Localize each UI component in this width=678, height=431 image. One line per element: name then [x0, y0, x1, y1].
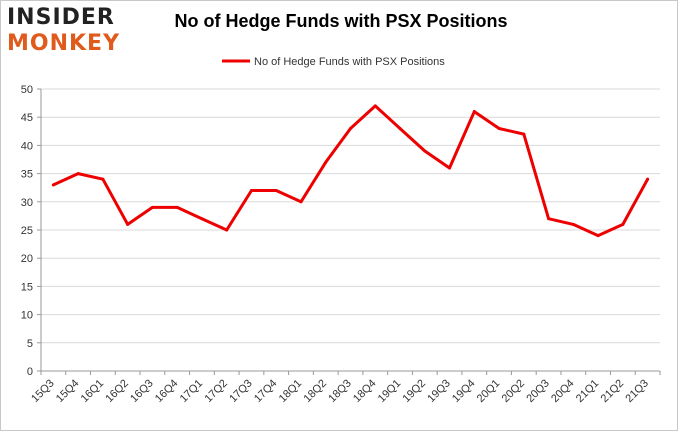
y-tick-label: 30 [21, 197, 33, 209]
x-tick-label: 20Q3 [524, 377, 552, 405]
logo-text-insider: INSIDER [7, 5, 115, 30]
data-point [76, 172, 80, 176]
data-point [571, 222, 575, 226]
x-tick-label: 16Q1 [79, 377, 107, 405]
data-point [621, 222, 625, 226]
x-tick-label: 18Q2 [302, 377, 330, 405]
x-tick-label: 17Q4 [252, 377, 280, 405]
data-point [596, 234, 600, 238]
data-point [101, 177, 105, 181]
y-tick-label: 35 [21, 169, 33, 181]
data-point [646, 177, 650, 181]
x-tick-label: 21Q2 [599, 377, 627, 405]
x-tick-label: 17Q1 [178, 377, 206, 405]
x-tick-label: 20Q2 [500, 377, 528, 405]
x-tick-label: 19Q3 [425, 377, 453, 405]
y-tick-label: 0 [27, 366, 33, 378]
x-tick-label: 17Q2 [202, 377, 230, 405]
x-tick-label: 19Q4 [450, 377, 478, 405]
x-tick-label: 17Q3 [227, 377, 255, 405]
legend-label: No of Hedge Funds with PSX Positions [254, 56, 445, 68]
x-tick-label: 16Q3 [128, 377, 156, 405]
x-tick-label: 21Q1 [574, 377, 602, 405]
x-tick-label: 15Q3 [29, 377, 57, 405]
x-tick-label: 15Q4 [54, 377, 82, 405]
x-tick-label: 16Q4 [153, 377, 181, 405]
insider-monkey-logo: INSIDER MONKEY [7, 5, 129, 56]
data-point [175, 205, 179, 209]
y-tick-label: 5 [27, 338, 33, 350]
data-point [547, 217, 551, 221]
data-point [398, 126, 402, 130]
data-point [497, 126, 501, 130]
data-point [299, 200, 303, 204]
data-point [423, 149, 427, 153]
x-tick-label: 16Q2 [103, 377, 131, 405]
series-line [51, 104, 650, 238]
y-tick-label: 40 [21, 140, 33, 152]
x-tick-label: 19Q2 [401, 377, 429, 405]
data-point [349, 126, 352, 130]
x-tick-label: 20Q1 [475, 377, 503, 405]
y-tick-label: 25 [21, 225, 33, 237]
data-point [472, 110, 476, 114]
data-point [225, 228, 229, 232]
data-point [150, 205, 154, 209]
data-point [274, 189, 278, 193]
x-tick-label: 18Q4 [351, 377, 379, 405]
data-point [126, 222, 130, 226]
data-point [373, 104, 377, 108]
data-point [200, 217, 204, 221]
x-tick-label: 20Q4 [549, 377, 577, 405]
chart-title: No of Hedge Funds with PSX Positions [174, 11, 508, 31]
data-point [522, 132, 526, 136]
x-tick-label: 21Q3 [623, 377, 651, 405]
y-tick-label: 10 [21, 310, 33, 322]
data-point [51, 183, 55, 187]
x-tick-label: 19Q1 [376, 377, 404, 405]
y-tick-label: 50 [21, 84, 33, 96]
y-tick-label: 15 [21, 281, 33, 293]
data-point [448, 166, 452, 170]
data-point [249, 189, 253, 193]
y-tick-label: 20 [21, 253, 33, 265]
y-tick-label: 45 [21, 112, 33, 124]
x-tick-label: 18Q3 [326, 377, 354, 405]
data-point [324, 160, 328, 164]
x-tick-label: 18Q1 [277, 377, 305, 405]
logo-text-monkey: MONKEY [7, 31, 121, 56]
